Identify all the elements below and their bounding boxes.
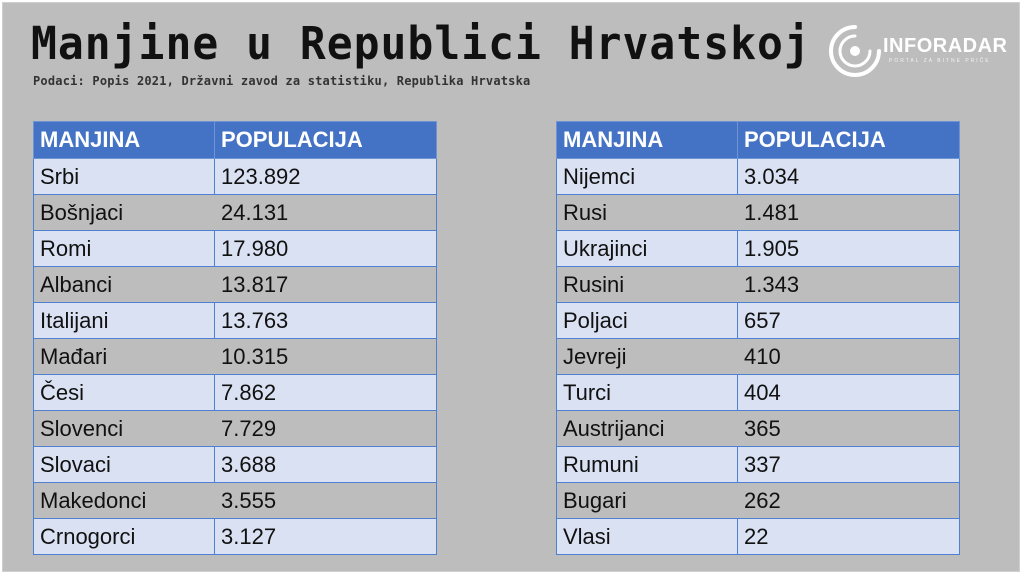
cell-populacija: 24.131 [214, 194, 437, 231]
cell-populacija: 13.763 [214, 302, 437, 339]
table-body-left: Srbi 123.892 Bošnjaci 24.131 Romi 17.980 Alban… [33, 158, 437, 555]
cell-populacija: 22 [737, 518, 960, 555]
table-row: Bošnjaci 24.131 [33, 194, 437, 231]
table-row: Rumuni 337 [556, 446, 960, 483]
table-row: Austrijanci 365 [556, 410, 960, 447]
table-row: Vlasi 22 [556, 518, 960, 555]
cell-populacija: 410 [737, 338, 960, 375]
column-header-manjina: MANJINA [556, 121, 738, 159]
table-row: Italijani 13.763 [33, 302, 437, 339]
cell-manjina: Crnogorci [33, 518, 215, 555]
cell-manjina: Jevreji [556, 338, 738, 375]
cell-populacija: 3.555 [214, 482, 437, 519]
column-header-manjina: MANJINA [33, 121, 215, 159]
cell-populacija: 17.980 [214, 230, 437, 267]
table-header-row: MANJINA POPULACIJA [556, 121, 960, 159]
page-title: Manjine u Republici Hrvatskoj [31, 18, 811, 71]
cell-manjina: Albanci [33, 266, 215, 303]
cell-populacija: 657 [737, 302, 960, 339]
table-row: Makedonci 3.555 [33, 482, 437, 519]
logo-tagline: PORTAL ZA BITNE PRIČE [889, 58, 991, 64]
cell-populacija: 3.688 [214, 446, 437, 483]
table-row: Slovaci 3.688 [33, 446, 437, 483]
cell-populacija: 3.127 [214, 518, 437, 555]
cell-populacija: 262 [737, 482, 960, 519]
cell-manjina: Poljaci [556, 302, 738, 339]
cell-populacija: 365 [737, 410, 960, 447]
table-row: Ukrajinci 1.905 [556, 230, 960, 267]
cell-manjina: Nijemci [556, 158, 738, 195]
table-row: Jevreji 410 [556, 338, 960, 375]
cell-manjina: Rusi [556, 194, 738, 231]
column-header-populacija: POPULACIJA [737, 121, 960, 159]
table-row: Romi 17.980 [33, 230, 437, 267]
cell-manjina: Bugari [556, 482, 738, 519]
table-row: Česi 7.862 [33, 374, 437, 411]
table-row: Mađari 10.315 [33, 338, 437, 375]
cell-populacija: 1.905 [737, 230, 960, 267]
minorities-table-right: MANJINA POPULACIJA Nijemci 3.034 Rusi 1.481… [556, 121, 960, 555]
table-row: Bugari 262 [556, 482, 960, 519]
table-row: Rusi 1.481 [556, 194, 960, 231]
table-body-right: Nijemci 3.034 Rusi 1.481 Ukrajinci 1.905 Rusin… [556, 158, 960, 555]
cell-populacija: 13.817 [214, 266, 437, 303]
cell-manjina: Makedonci [33, 482, 215, 519]
cell-populacija: 123.892 [214, 158, 437, 195]
cell-manjina: Rusini [556, 266, 738, 303]
cell-manjina: Slovaci [33, 446, 215, 483]
cell-manjina: Slovenci [33, 410, 215, 447]
cell-manjina: Turci [556, 374, 738, 411]
cell-populacija: 7.862 [214, 374, 437, 411]
table-header-row: MANJINA POPULACIJA [33, 121, 437, 159]
table-row: Slovenci 7.729 [33, 410, 437, 447]
table-row: Srbi 123.892 [33, 158, 437, 195]
logo-name: INFORADAR [883, 35, 1008, 57]
table-row: Poljaci 657 [556, 302, 960, 339]
table-row: Crnogorci 3.127 [33, 518, 437, 555]
cell-manjina: Austrijanci [556, 410, 738, 447]
cell-manjina: Vlasi [556, 518, 738, 555]
table-row: Rusini 1.343 [556, 266, 960, 303]
cell-manjina: Romi [33, 230, 215, 267]
cell-manjina: Srbi [33, 158, 215, 195]
cell-manjina: Mađari [33, 338, 215, 375]
table-row: Turci 404 [556, 374, 960, 411]
cell-manjina: Ukrajinci [556, 230, 738, 267]
source-note: Podaci: Popis 2021, Državni zavod za sta… [33, 74, 531, 88]
column-header-populacija: POPULACIJA [214, 121, 437, 159]
table-row: Nijemci 3.034 [556, 158, 960, 195]
cell-populacija: 1.481 [737, 194, 960, 231]
inforadar-logo: INFORADAR PORTAL ZA BITNE PRIČE [825, 21, 1015, 81]
cell-manjina: Česi [33, 374, 215, 411]
cell-populacija: 10.315 [214, 338, 437, 375]
table-row: Albanci 13.817 [33, 266, 437, 303]
minorities-table-left: MANJINA POPULACIJA Srbi 123.892 Bošnjaci 24… [33, 121, 437, 555]
radar-icon [829, 25, 881, 77]
cell-populacija: 3.034 [737, 158, 960, 195]
cell-manjina: Bošnjaci [33, 194, 215, 231]
cell-manjina: Italijani [33, 302, 215, 339]
cell-populacija: 337 [737, 446, 960, 483]
cell-manjina: Rumuni [556, 446, 738, 483]
cell-populacija: 404 [737, 374, 960, 411]
cell-populacija: 7.729 [214, 410, 437, 447]
cell-populacija: 1.343 [737, 266, 960, 303]
